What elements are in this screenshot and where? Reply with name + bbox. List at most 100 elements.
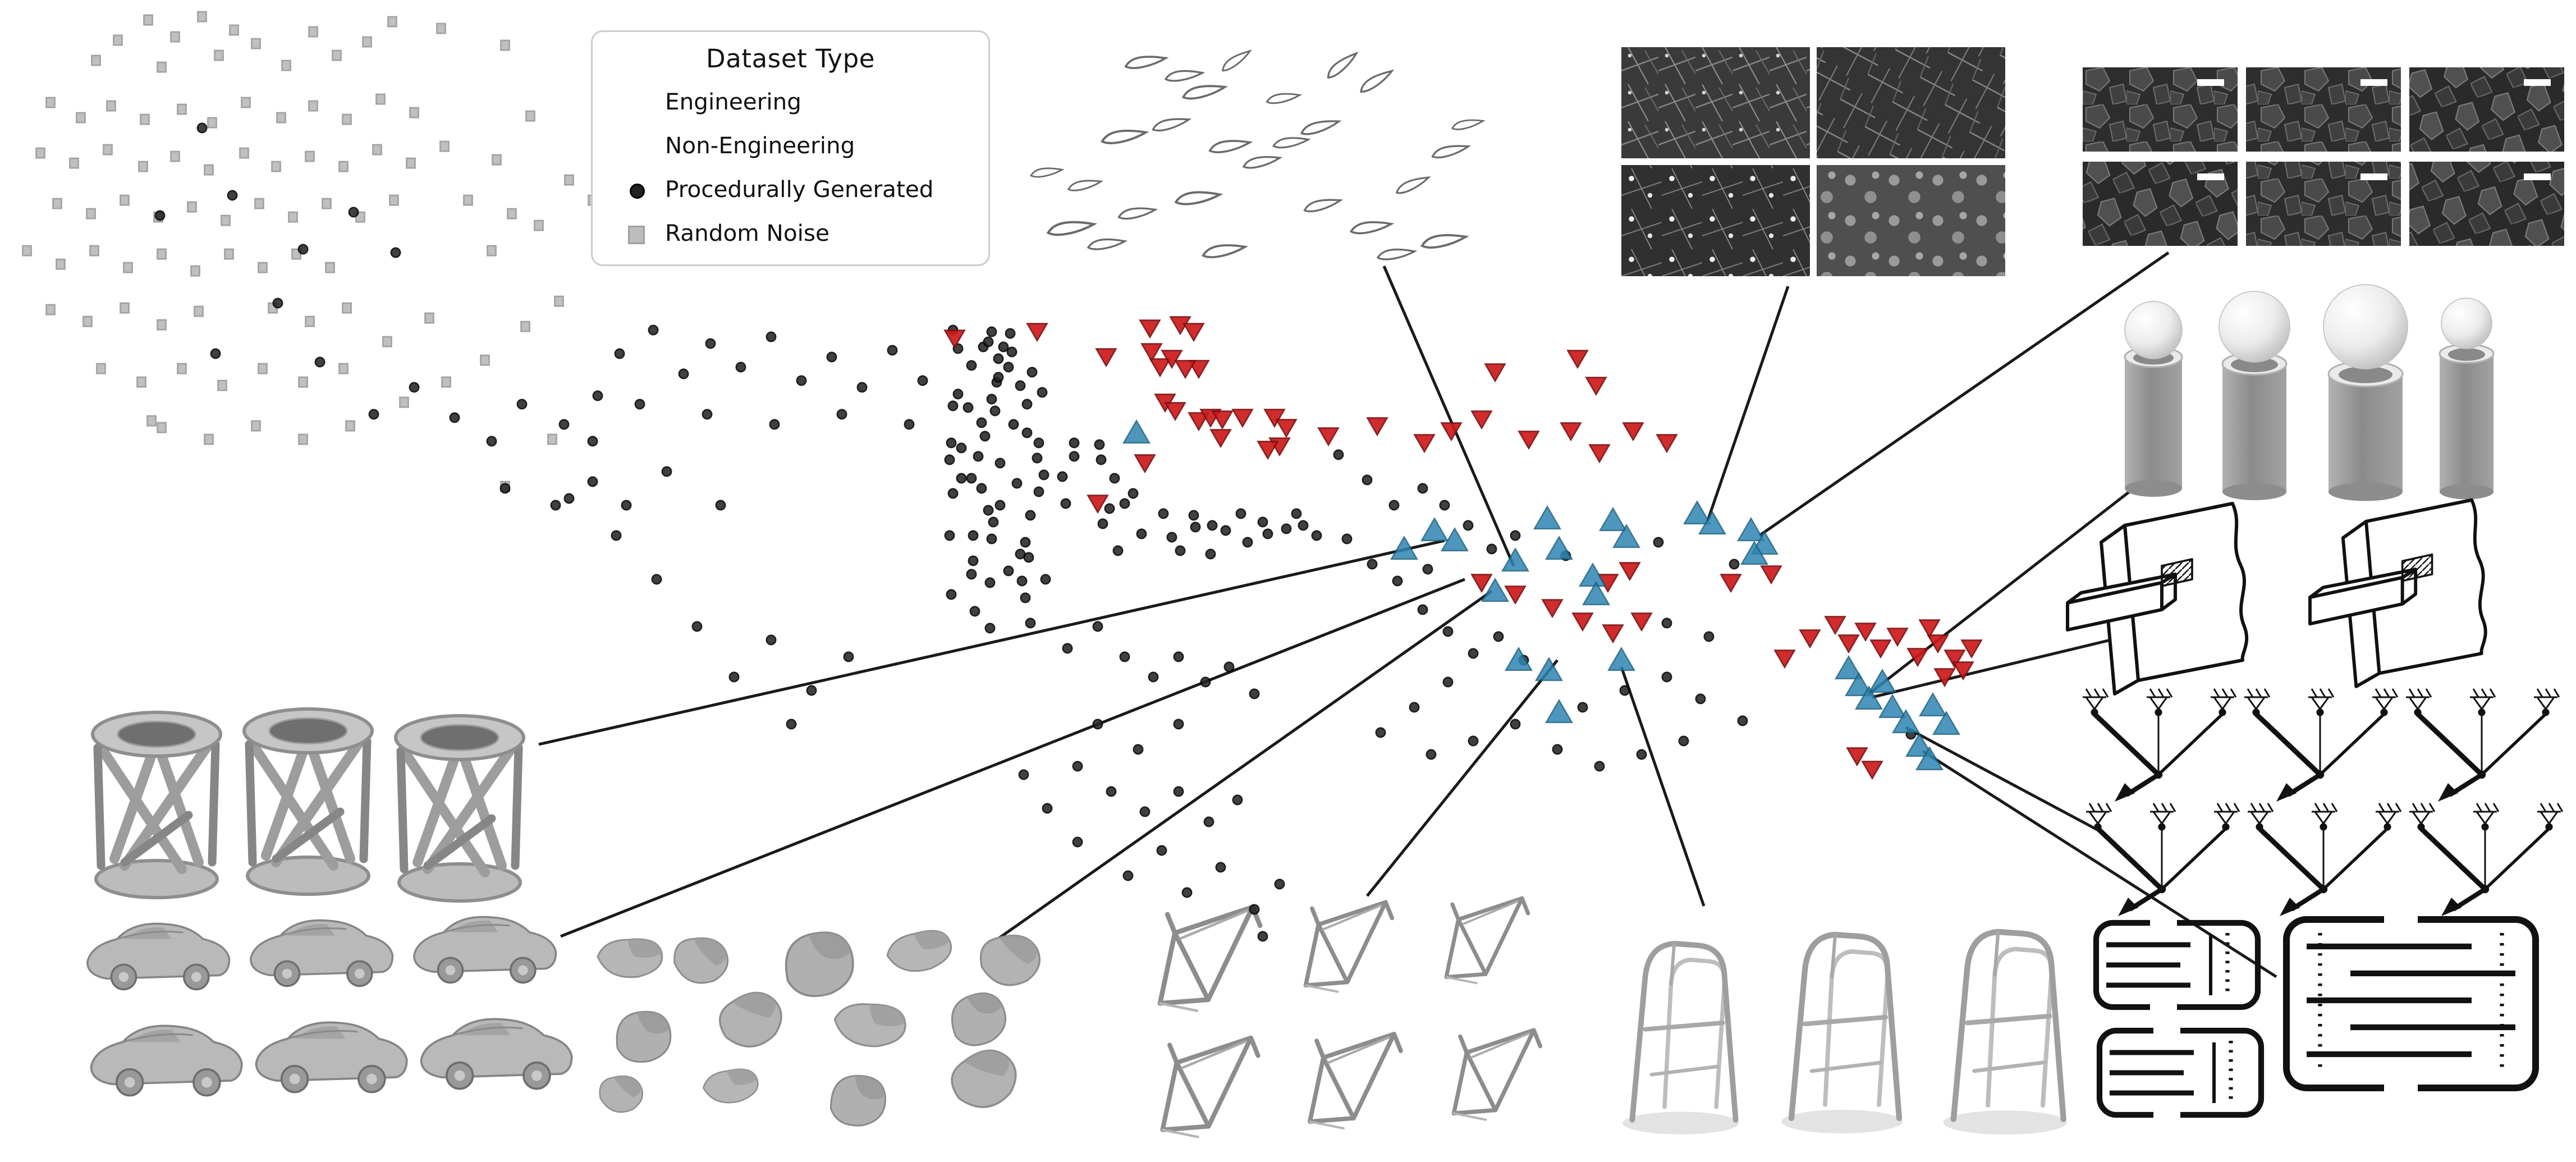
thumb-ball-cylinders xyxy=(2124,284,2495,501)
scatter-point-procedurally-generated xyxy=(1094,439,1105,450)
scatter-point-procedurally-generated xyxy=(1661,617,1672,629)
scatter-point-procedurally-generated xyxy=(409,382,420,393)
scatter-point-non-engineering xyxy=(1588,444,1611,464)
scatter-point-procedurally-generated xyxy=(1425,749,1437,760)
scatter-point-procedurally-generated xyxy=(1190,521,1201,533)
scatter-point-non-engineering xyxy=(1566,350,1589,369)
scatter-point-procedurally-generated xyxy=(796,375,807,386)
scatter-point-random-noise xyxy=(487,245,497,257)
scatter-point-random-noise xyxy=(547,433,557,445)
scatter-point-procedurally-generated xyxy=(1033,486,1044,497)
scatter-point-procedurally-generated xyxy=(1422,564,1433,575)
scatter-point-procedurally-generated xyxy=(611,530,622,541)
scatter-point-random-noise xyxy=(409,107,419,118)
scatter-point-random-noise xyxy=(106,100,116,112)
scatter-point-engineering xyxy=(1868,669,1896,693)
ball-cylinder-unit xyxy=(2124,301,2183,497)
scatter-point-random-noise xyxy=(120,302,130,314)
scatter-point-non-engineering xyxy=(1211,410,1234,430)
scatter-point-procedurally-generated xyxy=(993,353,1004,364)
scatter-point-non-engineering xyxy=(1087,495,1109,514)
scatter-point-procedurally-generated xyxy=(973,451,984,462)
scatter-point-random-noise xyxy=(157,422,167,433)
scatter-point-procedurally-generated xyxy=(843,651,854,662)
scatter-point-procedurally-generated xyxy=(968,530,979,541)
scatter-point-procedurally-generated xyxy=(1006,346,1017,358)
scatter-point-procedurally-generated xyxy=(1311,530,1322,541)
scatter-point-random-noise xyxy=(399,396,409,408)
scatter-point-procedurally-generated xyxy=(1333,449,1344,460)
scatter-point-non-engineering xyxy=(1869,639,1892,659)
scatter-point-procedurally-generated xyxy=(1463,520,1474,531)
scatter-point-random-noise xyxy=(308,100,318,112)
ball-cylinder-unit xyxy=(2323,284,2408,501)
scatter-point-procedurally-generated xyxy=(1181,887,1193,898)
scatter-point-procedurally-generated xyxy=(976,483,987,494)
scatter-point-procedurally-generated xyxy=(1468,735,1479,747)
scatter-point-non-engineering xyxy=(943,330,966,349)
scatter-point-random-noise xyxy=(170,150,180,162)
scatter-point-procedurally-generated xyxy=(592,390,603,401)
scatter-point-procedurally-generated xyxy=(1119,498,1130,509)
scatter-point-procedurally-generated xyxy=(1468,648,1479,659)
scatter-point-procedurally-generated xyxy=(1127,488,1139,499)
scatter-point-non-engineering xyxy=(1174,360,1197,379)
scatter-point-non-engineering xyxy=(1188,412,1210,432)
scatter-point-random-noise xyxy=(217,379,227,391)
scatter-point-procedurally-generated xyxy=(1661,671,1672,683)
scatter-point-procedurally-generated xyxy=(1188,510,1199,521)
scatter-point-procedurally-generated xyxy=(1442,676,1454,688)
scatter-point-procedurally-generated xyxy=(989,405,1001,417)
scatter-point-random-noise xyxy=(22,245,32,257)
scatter-point-procedurally-generated xyxy=(1173,719,1184,730)
scatter-point-procedurally-generated xyxy=(1096,454,1107,465)
scatter-point-procedurally-generated xyxy=(1341,533,1353,545)
scatter-point-random-noise xyxy=(239,147,249,159)
scatter-point-procedurally-generated xyxy=(1025,617,1036,629)
scatter-point-random-noise xyxy=(271,161,281,172)
legend-label: Engineering xyxy=(665,89,801,116)
scatter-point-non-engineering xyxy=(1619,562,1641,582)
scatter-point-engineering xyxy=(1845,672,1873,697)
legend-item-procedurally-generated: Procedurally Generated xyxy=(593,168,988,212)
scatter-point-random-noise xyxy=(463,194,473,206)
scatter-point-random-noise xyxy=(288,211,298,223)
legend-item-non-engineering: Non-Engineering xyxy=(593,125,988,168)
scatter-point-procedurally-generated xyxy=(1023,552,1034,563)
scatter-point-procedurally-generated xyxy=(947,400,959,411)
scatter-point-procedurally-generated xyxy=(1025,510,1036,521)
scatter-point-random-noise xyxy=(157,319,167,331)
scatter-point-non-engineering xyxy=(1773,649,1796,669)
scatter-point-procedurally-generated xyxy=(563,493,575,504)
scatter-point-random-noise xyxy=(45,97,56,108)
scatter-point-procedurally-generated xyxy=(962,402,974,413)
scatter-point-random-noise xyxy=(342,302,352,314)
scatter-point-random-noise xyxy=(204,433,214,445)
scatter-point-procedurally-generated xyxy=(1703,631,1715,642)
legend-label: Random Noise xyxy=(665,221,829,248)
scatter-point-random-noise xyxy=(298,433,308,445)
scatter-point-random-noise xyxy=(146,415,157,427)
scatter-points xyxy=(22,11,1983,942)
legend-label: Procedurally Generated xyxy=(665,177,934,204)
scatter-point-random-noise xyxy=(325,262,335,273)
scatter-point-procedurally-generated xyxy=(1156,845,1167,856)
scatter-point-procedurally-generated xyxy=(976,417,987,428)
scatter-point-engineering xyxy=(1698,510,1726,535)
scatter-point-procedurally-generated xyxy=(1133,744,1144,755)
scatter-point-random-noise xyxy=(276,112,286,123)
scatter-point-engineering xyxy=(1599,507,1627,532)
scatter-point-random-noise xyxy=(76,112,86,123)
scatter-point-random-noise xyxy=(224,248,234,260)
scatter-point-random-noise xyxy=(229,24,239,36)
scatter-point-non-engineering xyxy=(1366,417,1388,437)
scatter-point-non-engineering xyxy=(1139,319,1161,339)
scatter-point-random-noise xyxy=(177,363,187,374)
scatter-point-procedurally-generated xyxy=(1207,520,1218,531)
scatter-point-non-engineering xyxy=(1944,649,1966,669)
scatter-point-procedurally-generated xyxy=(196,122,208,134)
scatter-point-random-noise xyxy=(387,16,397,28)
scatter-point-procedurally-generated xyxy=(1249,688,1260,699)
scatter-point-procedurally-generated xyxy=(1015,380,1026,391)
scatter-point-procedurally-generated xyxy=(1205,548,1216,560)
